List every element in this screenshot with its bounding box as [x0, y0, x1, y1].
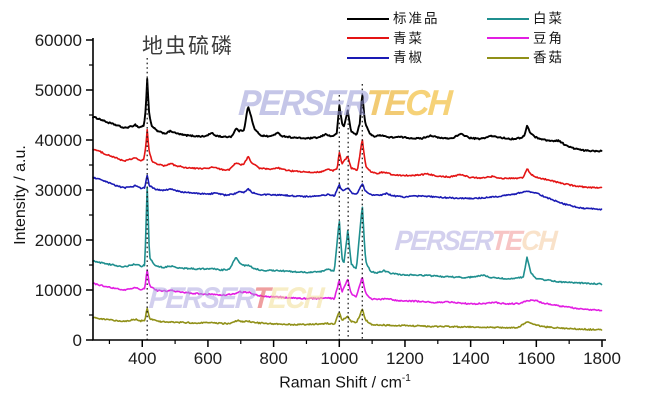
y-tick-label: 0 [73, 331, 82, 350]
legend-column-left: 标准品 青菜 青椒 [347, 9, 440, 68]
y-axis-label: Intensity / a.u. [12, 105, 30, 285]
legend-label: 香菇 [533, 50, 564, 65]
y-tick-label: 20000 [35, 231, 82, 250]
legend-line-swatch [487, 56, 529, 59]
y-tick-label: 50000 [35, 81, 82, 100]
legend-label: 青椒 [393, 50, 424, 65]
x-tick-label: 1400 [452, 349, 490, 368]
x-axis-label-text: Raman Shift / cm [279, 374, 402, 392]
y-axis-label-text: Intensity / a.u. [12, 145, 29, 245]
x-axis-label-superscript: -1 [401, 373, 411, 384]
legend-line-swatch [347, 37, 389, 40]
spectrum-line-2 [92, 174, 603, 211]
spectrum-line-5 [92, 307, 603, 331]
x-tick-label: 800 [259, 349, 287, 368]
legend-column-right: 白菜 豆角 香菇 [487, 9, 564, 68]
legend-label: 标准品 [393, 11, 440, 26]
legend-line-swatch [487, 37, 529, 40]
legend-item: 白菜 [487, 9, 564, 29]
spectrum-line-1 [92, 128, 603, 189]
x-tick-label: 1600 [517, 349, 555, 368]
legend-label: 豆角 [533, 30, 564, 46]
spectrum-line-4 [92, 269, 603, 312]
x-tick-label: 600 [194, 349, 222, 368]
x-tick-label: 400 [128, 349, 156, 368]
y-tick-label: 60000 [35, 31, 82, 50]
legend-item: 青椒 [347, 48, 440, 68]
legend-label: 白菜 [533, 11, 564, 26]
x-tick-label: 1200 [386, 349, 424, 368]
legend-item: 豆角 [487, 29, 564, 49]
compound-annotation: 地虫硫磷 [142, 35, 234, 58]
spectrum-line-3 [92, 186, 603, 286]
legend-label: 青菜 [393, 30, 424, 46]
legend-line-swatch [347, 17, 389, 20]
y-tick-label: 40000 [35, 131, 82, 150]
legend-line-swatch [347, 56, 389, 59]
x-tick-label: 1000 [320, 349, 358, 368]
spectrum-line-0 [92, 77, 603, 153]
legend-item: 香菇 [487, 48, 564, 68]
x-tick-label: 1800 [583, 349, 621, 368]
legend-item: 标准品 [347, 9, 440, 29]
legend-line-swatch [487, 17, 529, 20]
y-tick-label: 30000 [35, 181, 82, 200]
x-axis-label: Raman Shift / cm-1 [235, 373, 455, 392]
legend-item: 青菜 [347, 29, 440, 49]
y-tick-label: 10000 [35, 281, 82, 300]
